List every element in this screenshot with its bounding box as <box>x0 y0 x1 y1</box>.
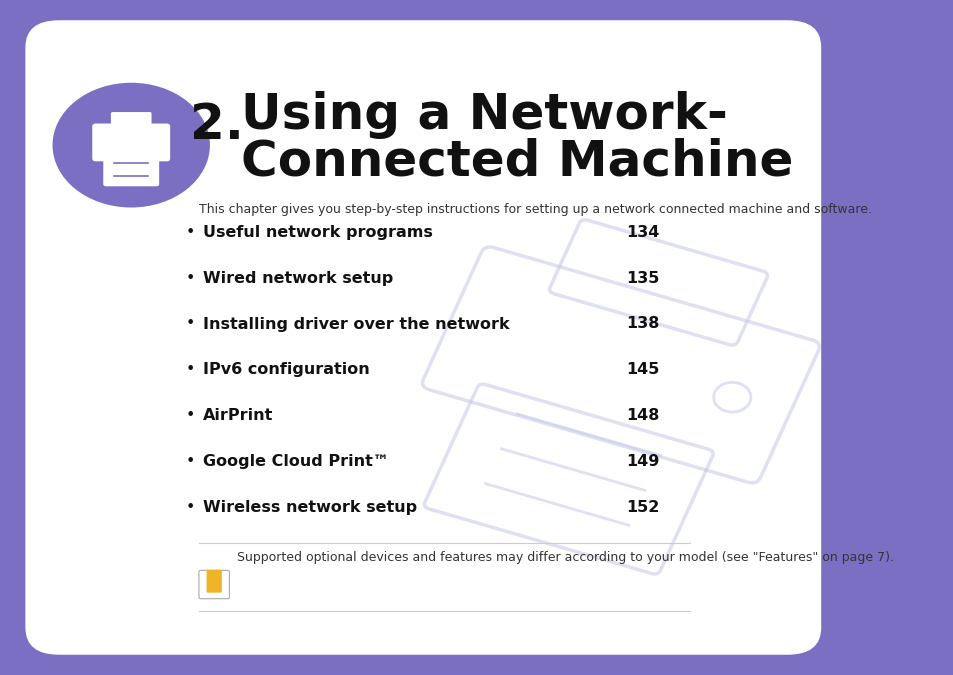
Text: Using a Network-: Using a Network- <box>241 90 727 139</box>
FancyBboxPatch shape <box>103 155 159 186</box>
Text: 135: 135 <box>626 271 659 286</box>
FancyBboxPatch shape <box>207 570 222 593</box>
Text: Wired network setup: Wired network setup <box>203 271 393 286</box>
Text: •: • <box>186 317 195 331</box>
FancyBboxPatch shape <box>111 112 152 130</box>
Text: •: • <box>186 454 195 469</box>
Text: Installing driver over the network: Installing driver over the network <box>203 317 509 331</box>
Text: AirPrint: AirPrint <box>203 408 274 423</box>
Text: Supported optional devices and features may differ according to your model (see : Supported optional devices and features … <box>236 551 893 564</box>
Text: IPv6 configuration: IPv6 configuration <box>203 362 370 377</box>
Text: 145: 145 <box>626 362 659 377</box>
Circle shape <box>51 81 212 209</box>
Text: This chapter gives you step-by-step instructions for setting up a network connec: This chapter gives you step-by-step inst… <box>199 202 871 215</box>
Text: 2.: 2. <box>191 101 244 149</box>
Text: •: • <box>186 408 195 423</box>
Text: •: • <box>186 362 195 377</box>
FancyBboxPatch shape <box>26 20 821 655</box>
Text: 149: 149 <box>626 454 659 469</box>
Text: •: • <box>186 271 195 286</box>
FancyBboxPatch shape <box>199 570 229 599</box>
Text: •: • <box>186 225 195 240</box>
FancyBboxPatch shape <box>92 124 170 161</box>
Text: Google Cloud Print™: Google Cloud Print™ <box>203 454 389 469</box>
Text: Connected Machine: Connected Machine <box>241 138 793 186</box>
Text: 138: 138 <box>626 317 659 331</box>
Text: Useful network programs: Useful network programs <box>203 225 433 240</box>
Text: Wireless network setup: Wireless network setup <box>203 500 416 515</box>
Text: 134: 134 <box>626 225 659 240</box>
Text: 152: 152 <box>626 500 659 515</box>
Text: 148: 148 <box>626 408 659 423</box>
Text: •: • <box>186 500 195 515</box>
